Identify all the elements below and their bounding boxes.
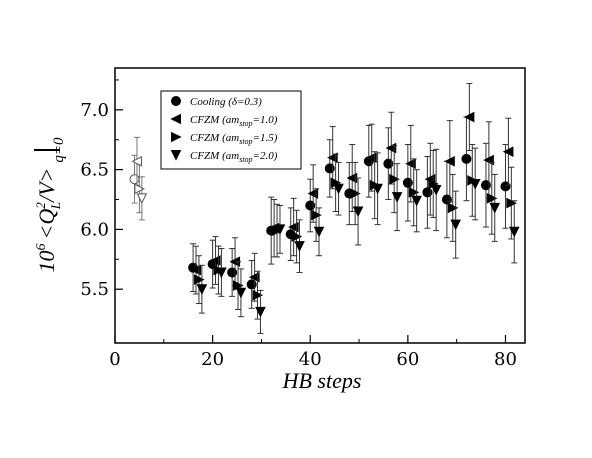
legend-marker [171,131,182,143]
data-point [391,192,403,203]
series-8 [136,176,148,221]
data-point [216,267,227,279]
data-point [196,284,208,295]
series-7 [134,164,146,214]
data-point [333,183,344,195]
legend-label: Cooling (δ=0.3) [190,96,262,108]
legend-box [160,90,302,170]
data-point [288,221,299,233]
series-1 [188,116,511,309]
plot-frame [114,67,526,344]
data-point [447,202,459,214]
data-point [405,158,416,169]
legend-label: CFZM (amstop=1.5) [190,132,278,146]
plot-area [129,83,520,334]
data-point [193,274,205,285]
y-axis-label: 106<Q2L/V>q=0 [33,137,67,272]
legend-marker [171,96,181,106]
x-tick-label: 20 [201,349,224,370]
data-point [500,181,511,192]
data-point [444,155,455,167]
data-point [469,178,481,190]
data-point [255,306,266,318]
data-point [324,163,335,174]
data-point [450,219,461,231]
data-point [209,255,221,266]
data-point [291,231,303,242]
data-point [461,153,472,164]
legend-marker [170,150,182,161]
svg-text:106<Q2L/V>q=0: 106<Q2L/V>q=0 [33,137,67,272]
data-point [411,195,422,207]
data-point [294,241,305,252]
data-point [350,188,361,199]
x-tick-label: 0 [109,349,120,370]
data-point [136,193,148,204]
data-point [352,206,364,218]
data-point [235,287,247,299]
data-point [463,111,475,123]
data-point [327,152,338,163]
data-point [430,184,442,196]
x-tick-label: 40 [299,349,322,370]
data-point [486,193,498,204]
legend: Cooling (δ=0.3) CFZM (amstop=1.0) CFZM (am… [160,90,302,170]
axis-ticks: 0 20 40 60 80 5.5 6.0 6.5 7.0 [80,79,517,370]
legend-label: CFZM (amstop=1.0) [190,114,278,128]
series-4 [196,147,520,334]
data-point [402,177,413,188]
legend-marker [170,113,181,125]
data-point [366,152,377,163]
data-point [489,202,501,214]
data-point [508,226,520,238]
data-point [248,271,260,283]
data-point [389,173,400,185]
data-point [313,226,325,238]
data-point [129,174,140,185]
data-point [227,267,238,278]
data-point [252,289,264,301]
data-point [134,183,146,195]
x-tick-label: 80 [494,349,517,370]
y-tick-label: 7.0 [80,100,109,121]
data-point [422,187,433,198]
data-point [131,155,142,167]
data-point [383,158,394,169]
data-point [372,183,383,195]
data-point [311,209,322,221]
x-axis-label: HB steps [282,368,362,393]
data-point [246,279,257,290]
data-point [502,146,514,158]
data-point [274,224,286,236]
data-point [190,264,202,276]
data-point [305,200,316,211]
x-tick-label: 60 [396,349,419,370]
y-tick-label: 6.5 [80,160,109,181]
y-tick-label: 6.0 [80,219,109,240]
y-tick-label: 5.5 [80,279,109,300]
legend-label: CFZM (amstop=2.0) [190,150,278,164]
data-point [408,187,420,198]
series-2 [190,83,514,302]
data-point [307,188,319,199]
data-point [480,180,491,191]
